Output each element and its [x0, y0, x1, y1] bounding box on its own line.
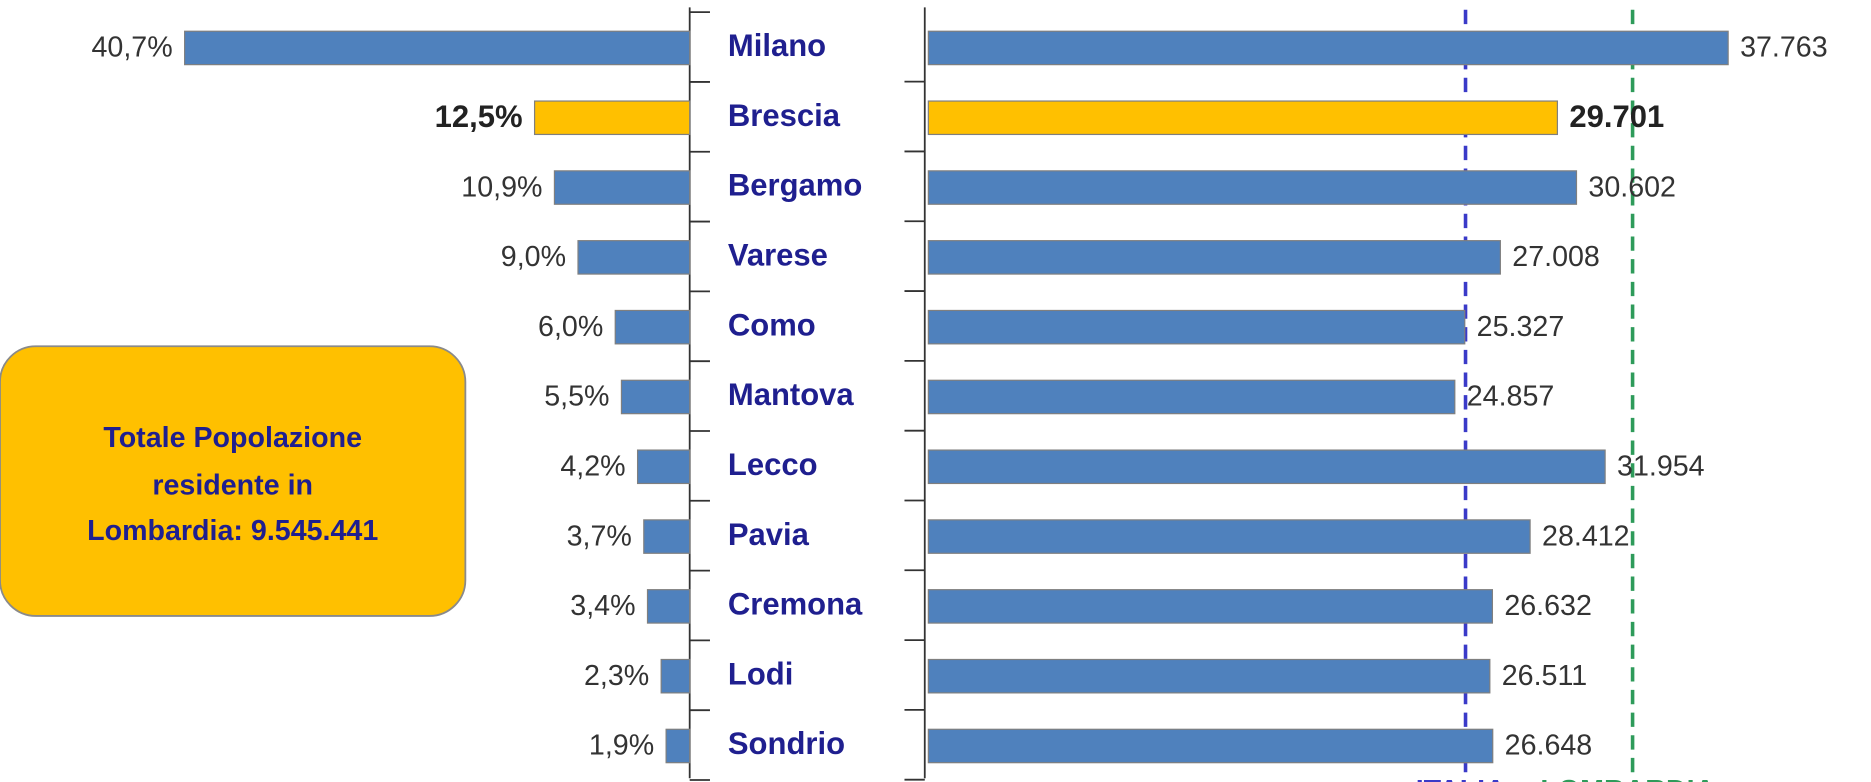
bar — [927, 519, 1531, 554]
value-label: 1,9% — [589, 730, 654, 762]
bar — [927, 589, 1494, 624]
bar — [927, 728, 1494, 764]
category-label: Sondrio — [728, 726, 845, 761]
bar — [533, 100, 691, 136]
reference-label: LOMBARDIA: — [1540, 775, 1724, 782]
bar — [927, 379, 1456, 415]
bar — [927, 170, 1578, 205]
category-label: Como — [728, 307, 816, 342]
category-label: Cremona — [728, 587, 863, 622]
bar — [553, 170, 691, 205]
value-label: 40,7% — [92, 32, 173, 64]
annotation: residente in — [152, 470, 313, 502]
value-label: 2,3% — [584, 660, 649, 692]
annotation: Totale Popolazione — [103, 422, 362, 454]
bar — [927, 449, 1606, 485]
value-label: 3,4% — [570, 590, 635, 622]
value-label: 25.327 — [1477, 311, 1565, 343]
value-label: 24.857 — [1467, 381, 1555, 413]
category-label: Brescia — [728, 98, 841, 133]
bar — [927, 100, 1559, 136]
bar — [927, 240, 1501, 275]
bar — [614, 309, 691, 345]
annotation-box — [0, 345, 467, 617]
bar — [665, 728, 691, 764]
value-label: 27.008 — [1512, 241, 1600, 273]
bar — [620, 379, 691, 415]
value-label: 3,7% — [567, 520, 632, 552]
value-label: 26.648 — [1505, 730, 1593, 762]
value-label: 31.954 — [1617, 451, 1705, 483]
bar — [643, 519, 691, 554]
value-label: 26.632 — [1504, 590, 1592, 622]
bar — [646, 589, 691, 624]
bar — [927, 309, 1466, 345]
value-label: 10,9% — [461, 171, 542, 203]
reference-label: ITALIA: — [1416, 775, 1516, 782]
bar — [184, 30, 691, 66]
category-label: Varese — [728, 238, 828, 273]
value-label: 30.602 — [1588, 171, 1676, 203]
bar — [927, 658, 1491, 694]
value-label: 4,2% — [560, 451, 625, 483]
value-label: 26.511 — [1502, 660, 1587, 692]
category-label: Pavia — [728, 517, 810, 552]
category-label: Lodi — [728, 656, 793, 691]
value-label: 12,5% — [435, 99, 523, 134]
annotation: Lombardia: 9.545.441 — [87, 515, 378, 547]
bar — [577, 240, 691, 275]
value-label: 6,0% — [538, 311, 603, 343]
category-label: Milano — [728, 28, 826, 63]
value-label: 37.763 — [1740, 32, 1828, 64]
value-label: 29.701 — [1569, 99, 1664, 134]
category-label: Mantova — [728, 377, 855, 412]
category-label: Lecco — [728, 447, 818, 482]
value-label: 28.412 — [1542, 520, 1630, 552]
bar — [660, 658, 691, 694]
bar — [927, 30, 1729, 66]
value-label: 5,5% — [544, 381, 609, 413]
bar — [636, 449, 691, 485]
value-label: 9,0% — [501, 241, 566, 273]
category-label: Bergamo — [728, 168, 862, 203]
